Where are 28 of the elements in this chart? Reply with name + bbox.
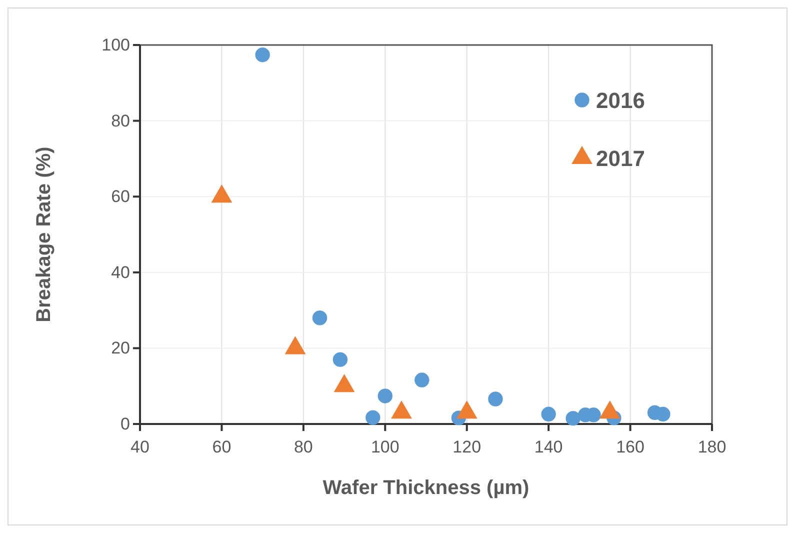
legend-label: 2017 [596,146,645,171]
y-tick-label: 60 [111,187,130,206]
y-tick-label: 20 [111,338,130,358]
x-axis-title: Wafer Thickness (µm) [322,477,530,499]
y-axis-title: Breakage Rate (%) [33,146,55,322]
y-tick-label: 80 [111,111,130,130]
x-tick-label: 100 [370,438,400,457]
y-tick-label: 0 [120,414,130,434]
y-tick-label: 100 [102,35,130,54]
x-tick-label: 160 [616,438,644,457]
point [541,406,556,422]
point [366,410,380,425]
x-tick-label: 60 [212,438,232,457]
x-tick-label: 120 [452,438,482,457]
point [332,352,348,367]
point [312,310,328,326]
point [656,406,670,422]
y-tick-label: 40 [111,262,130,282]
point [488,392,503,406]
legend-label: 2016 [596,88,645,113]
x-tick-label: 140 [534,438,563,457]
x-tick-label: 40 [130,438,150,457]
point [566,410,580,426]
x-tick-label: 80 [294,438,313,457]
point [414,372,430,388]
x-tick-label: 180 [698,438,726,457]
point [378,388,392,404]
point [255,48,270,62]
